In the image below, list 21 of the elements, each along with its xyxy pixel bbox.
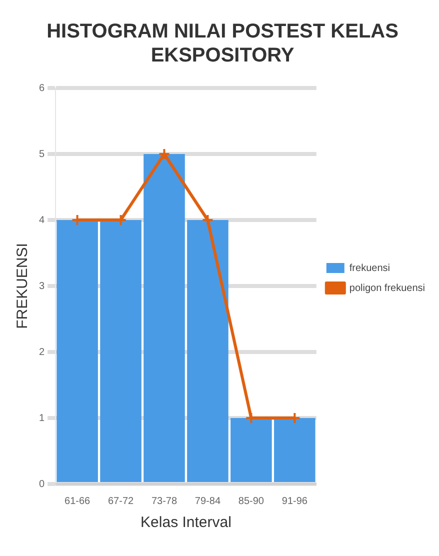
text: EKSPOSITORY bbox=[150, 44, 294, 67]
y-axis-title: FREKUENSI bbox=[14, 243, 32, 329]
y-tick-label: 2 bbox=[39, 346, 45, 358]
y-tick-label: 1 bbox=[39, 412, 45, 424]
x-axis-title: Kelas Interval bbox=[140, 514, 232, 532]
y-tick-label: 6 bbox=[39, 82, 45, 94]
legend-label: frekuensi bbox=[349, 262, 390, 274]
legend-label: poligon frekuensi bbox=[349, 282, 426, 294]
x-tick-label: 67-72 bbox=[108, 496, 134, 507]
y-tick-label: 4 bbox=[39, 214, 45, 226]
y-tick-label: 5 bbox=[39, 148, 45, 160]
y-tick-label: 3 bbox=[39, 280, 45, 292]
y-tick-label: 0 bbox=[39, 478, 45, 490]
text: HISTOGRAM NILAI POSTEST KELAS bbox=[46, 20, 398, 43]
x-tick-label: 85-90 bbox=[238, 496, 264, 507]
x-tick-label: 61-66 bbox=[64, 496, 91, 507]
x-tick-label: 91-96 bbox=[282, 496, 308, 507]
point bbox=[158, 148, 170, 160]
x-tick-label: 79-84 bbox=[194, 496, 221, 507]
point bbox=[202, 214, 214, 226]
x-tick-label: 73-78 bbox=[151, 496, 178, 507]
